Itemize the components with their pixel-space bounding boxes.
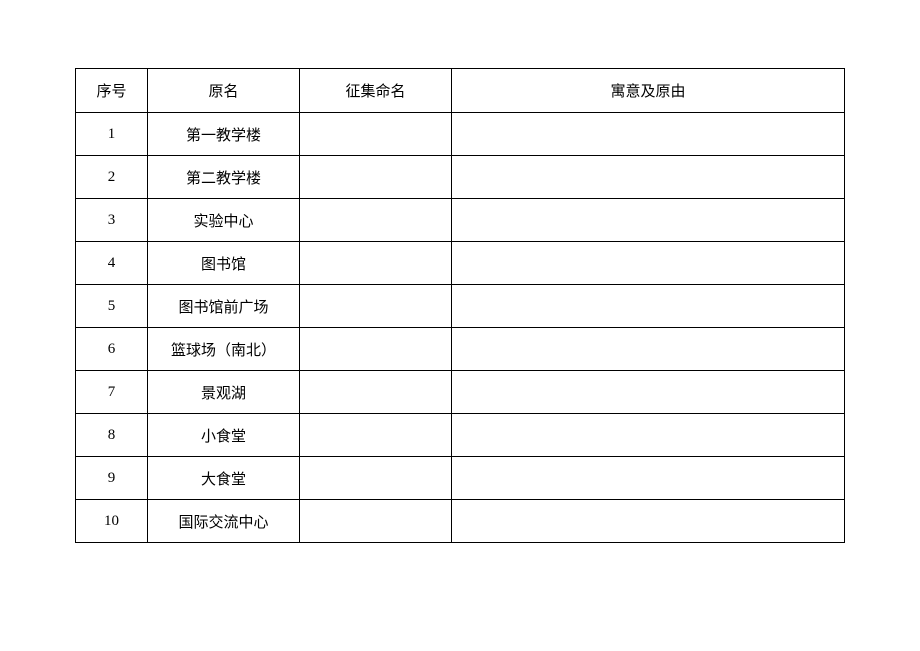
cell-original-name: 图书馆前广场 <box>148 285 300 328</box>
table-row: 4图书馆 <box>76 242 845 285</box>
cell-reason[interactable] <box>452 328 845 371</box>
table-row: 2第二教学楼 <box>76 156 845 199</box>
cell-original-name: 国际交流中心 <box>148 500 300 543</box>
cell-reason[interactable] <box>452 500 845 543</box>
cell-index: 4 <box>76 242 148 285</box>
table-row: 3实验中心 <box>76 199 845 242</box>
cell-original-name: 图书馆 <box>148 242 300 285</box>
table-row: 10国际交流中心 <box>76 500 845 543</box>
cell-original-name: 第一教学楼 <box>148 113 300 156</box>
cell-reason[interactable] <box>452 414 845 457</box>
cell-reason[interactable] <box>452 457 845 500</box>
cell-original-name: 小食堂 <box>148 414 300 457</box>
cell-original-name: 实验中心 <box>148 199 300 242</box>
cell-proposed-name[interactable] <box>300 371 452 414</box>
cell-index: 8 <box>76 414 148 457</box>
header-original-name: 原名 <box>148 69 300 113</box>
table-header-row: 序号 原名 征集命名 寓意及原由 <box>76 69 845 113</box>
cell-index: 2 <box>76 156 148 199</box>
cell-reason[interactable] <box>452 371 845 414</box>
table-row: 9大食堂 <box>76 457 845 500</box>
cell-proposed-name[interactable] <box>300 156 452 199</box>
cell-proposed-name[interactable] <box>300 113 452 156</box>
cell-proposed-name[interactable] <box>300 414 452 457</box>
cell-reason[interactable] <box>452 199 845 242</box>
naming-form-table: 序号 原名 征集命名 寓意及原由 1第一教学楼2第二教学楼3实验中心4图书馆5图… <box>75 68 845 543</box>
cell-proposed-name[interactable] <box>300 199 452 242</box>
cell-original-name: 大食堂 <box>148 457 300 500</box>
cell-proposed-name[interactable] <box>300 500 452 543</box>
cell-index: 5 <box>76 285 148 328</box>
cell-proposed-name[interactable] <box>300 242 452 285</box>
header-proposed-name: 征集命名 <box>300 69 452 113</box>
cell-index: 1 <box>76 113 148 156</box>
cell-reason[interactable] <box>452 242 845 285</box>
cell-index: 7 <box>76 371 148 414</box>
cell-proposed-name[interactable] <box>300 285 452 328</box>
cell-proposed-name[interactable] <box>300 457 452 500</box>
header-reason: 寓意及原由 <box>452 69 845 113</box>
cell-reason[interactable] <box>452 113 845 156</box>
table-row: 8小食堂 <box>76 414 845 457</box>
cell-proposed-name[interactable] <box>300 328 452 371</box>
cell-original-name: 景观湖 <box>148 371 300 414</box>
cell-index: 9 <box>76 457 148 500</box>
cell-index: 10 <box>76 500 148 543</box>
table-row: 1第一教学楼 <box>76 113 845 156</box>
cell-reason[interactable] <box>452 285 845 328</box>
header-index: 序号 <box>76 69 148 113</box>
table-row: 7景观湖 <box>76 371 845 414</box>
cell-original-name: 篮球场（南北） <box>148 328 300 371</box>
cell-index: 3 <box>76 199 148 242</box>
cell-index: 6 <box>76 328 148 371</box>
cell-reason[interactable] <box>452 156 845 199</box>
table-row: 6篮球场（南北） <box>76 328 845 371</box>
table-row: 5图书馆前广场 <box>76 285 845 328</box>
cell-original-name: 第二教学楼 <box>148 156 300 199</box>
